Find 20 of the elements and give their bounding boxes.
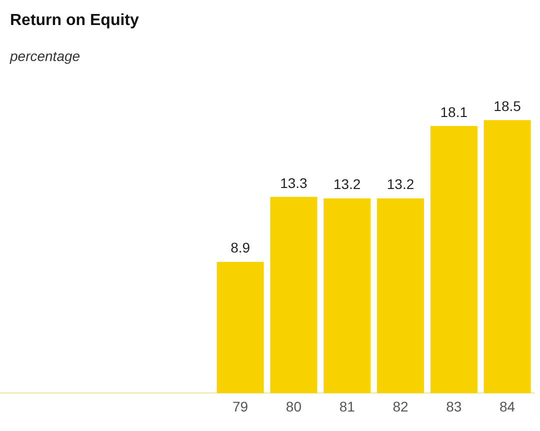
data-label: 13.3 [280, 174, 308, 191]
bar [430, 126, 478, 394]
bar [216, 262, 264, 394]
x-tick-label: 83 [446, 398, 462, 414]
x-tick-label: 79 [232, 398, 248, 414]
bar [270, 196, 318, 394]
data-label: 13.2 [333, 176, 361, 192]
data-label: 13.2 [386, 176, 414, 192]
bar [484, 120, 531, 394]
bar [324, 198, 371, 394]
chart-subtitle: percentage [8, 47, 82, 66]
x-tick-label: 81 [339, 398, 356, 414]
bar [377, 198, 424, 394]
data-label: 18.5 [494, 98, 522, 114]
x-tick-label: 80 [286, 398, 302, 414]
data-label: 18.1 [440, 104, 468, 120]
data-label: 8.9 [230, 240, 250, 256]
chart-title: Return on Equity [9, 11, 140, 30]
x-tick-label: 84 [500, 398, 516, 414]
x-tick-label: 82 [392, 398, 408, 414]
